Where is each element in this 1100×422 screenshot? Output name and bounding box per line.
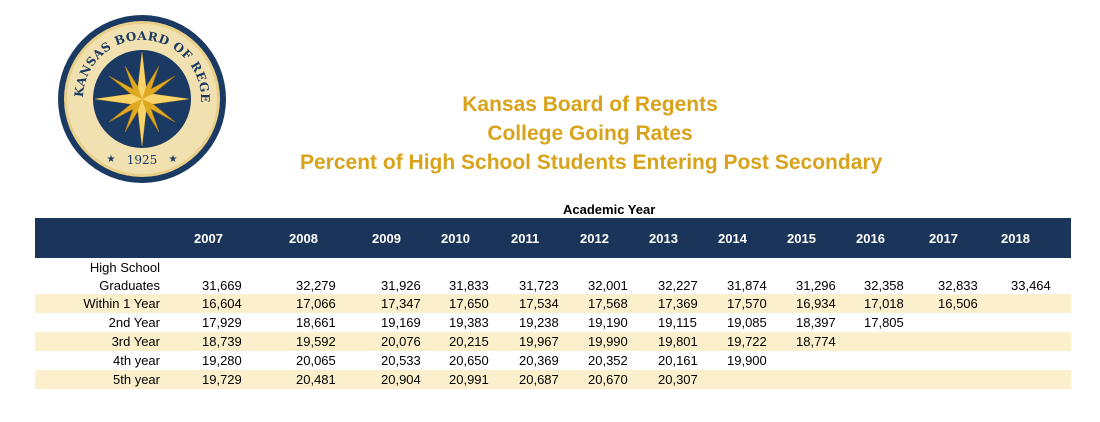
year-header: 2018 — [1001, 231, 1030, 246]
kansas-board-of-regents-seal: THE KANSAS BOARD OF REGENTS 1925 ★ ★ — [57, 14, 226, 183]
title-line-3: Percent of High School Students Entering… — [300, 151, 883, 174]
table-cell: 17,347 — [381, 296, 421, 311]
table-cell: 17,018 — [864, 296, 904, 311]
table-cell: 19,190 — [588, 315, 628, 330]
table-cell: 20,161 — [658, 353, 698, 368]
table-row — [35, 370, 1071, 389]
year-header: 2008 — [289, 231, 318, 246]
row-label: High School — [89, 260, 160, 275]
table-cell: 19,729 — [202, 372, 242, 387]
report-title: Kansas Board of Regents College Going Ra… — [300, 90, 883, 177]
table-cell: 17,369 — [658, 296, 698, 311]
year-header: 2016 — [856, 231, 885, 246]
row-label: Graduates — [99, 278, 160, 293]
year-header-band — [35, 218, 1071, 258]
table-row — [35, 332, 1071, 351]
table-cell: 20,307 — [658, 372, 698, 387]
table-cell: 19,280 — [202, 353, 242, 368]
table-cell: 20,904 — [381, 372, 421, 387]
table-cell: 17,929 — [202, 315, 242, 330]
year-header: 2015 — [787, 231, 816, 246]
table-cell: 16,506 — [938, 296, 978, 311]
table-cell: 18,397 — [796, 315, 836, 330]
row-label: 4th year — [113, 353, 160, 368]
table-cell: 19,722 — [727, 334, 767, 349]
table-cell: 20,650 — [449, 353, 489, 368]
table-cell: 32,001 — [588, 278, 628, 293]
table-cell: 17,805 — [864, 315, 904, 330]
table-cell: 31,833 — [449, 278, 489, 293]
year-header: 2013 — [649, 231, 678, 246]
table-cell: 31,669 — [202, 278, 242, 293]
academic-year-header: Academic Year — [563, 202, 656, 217]
table-cell: 19,592 — [296, 334, 336, 349]
title-line-1: Kansas Board of Regents — [462, 93, 718, 116]
table-cell: 17,568 — [588, 296, 628, 311]
table-cell: 17,570 — [727, 296, 767, 311]
year-header: 2010 — [441, 231, 470, 246]
year-header: 2017 — [929, 231, 958, 246]
table-cell: 20,687 — [519, 372, 559, 387]
table-cell: 19,085 — [727, 315, 767, 330]
table-cell: 19,990 — [588, 334, 628, 349]
year-header: 2009 — [372, 231, 401, 246]
table-cell: 18,739 — [202, 334, 242, 349]
row-label: 2nd Year — [108, 315, 160, 330]
table-cell: 31,874 — [727, 278, 767, 293]
table-cell: 33,464 — [1011, 278, 1051, 293]
svg-text:★: ★ — [169, 154, 178, 165]
table-cell: 31,926 — [381, 278, 421, 293]
year-header: 2012 — [580, 231, 609, 246]
table-cell: 18,661 — [296, 315, 336, 330]
table-cell: 18,774 — [796, 334, 836, 349]
row-label: 3rd Year — [111, 334, 160, 349]
table-cell: 32,833 — [938, 278, 978, 293]
table-cell: 16,604 — [202, 296, 242, 311]
table-cell: 19,801 — [658, 334, 698, 349]
table-cell: 19,115 — [658, 315, 697, 330]
table-cell: 32,358 — [864, 278, 904, 293]
year-header: 2007 — [194, 231, 223, 246]
star-icon — [94, 51, 190, 147]
table-cell: 16,934 — [796, 296, 836, 311]
table-cell: 19,967 — [519, 334, 559, 349]
year-header: 2011 — [511, 231, 540, 246]
table-cell: 20,352 — [588, 353, 628, 368]
table-cell: 20,481 — [296, 372, 336, 387]
seal-year: 1925 — [127, 153, 158, 167]
table-row — [35, 294, 1071, 313]
table-cell: 20,076 — [381, 334, 421, 349]
row-label: 5th year — [113, 372, 160, 387]
table-cell: 19,238 — [519, 315, 559, 330]
row-label: Within 1 Year — [83, 296, 160, 311]
table-cell: 17,534 — [519, 296, 559, 311]
svg-text:★: ★ — [107, 154, 116, 165]
table-cell: 20,369 — [519, 353, 559, 368]
table-cell: 31,723 — [519, 278, 559, 293]
table-cell: 31,296 — [796, 278, 836, 293]
table-cell: 20,533 — [381, 353, 421, 368]
table-cell: 17,066 — [296, 296, 336, 311]
year-header: 2014 — [718, 231, 747, 246]
table-cell: 19,169 — [381, 315, 421, 330]
table-cell: 20,215 — [449, 334, 489, 349]
table-cell: 20,991 — [449, 372, 489, 387]
table-cell: 19,383 — [449, 315, 489, 330]
table-cell: 32,279 — [296, 278, 336, 293]
table-cell: 20,670 — [588, 372, 628, 387]
table-cell: 20,065 — [296, 353, 336, 368]
table-cell: 32,227 — [658, 278, 698, 293]
title-line-2: College Going Rates — [487, 122, 693, 145]
table-cell: 19,900 — [727, 353, 767, 368]
table-cell: 17,650 — [449, 296, 489, 311]
